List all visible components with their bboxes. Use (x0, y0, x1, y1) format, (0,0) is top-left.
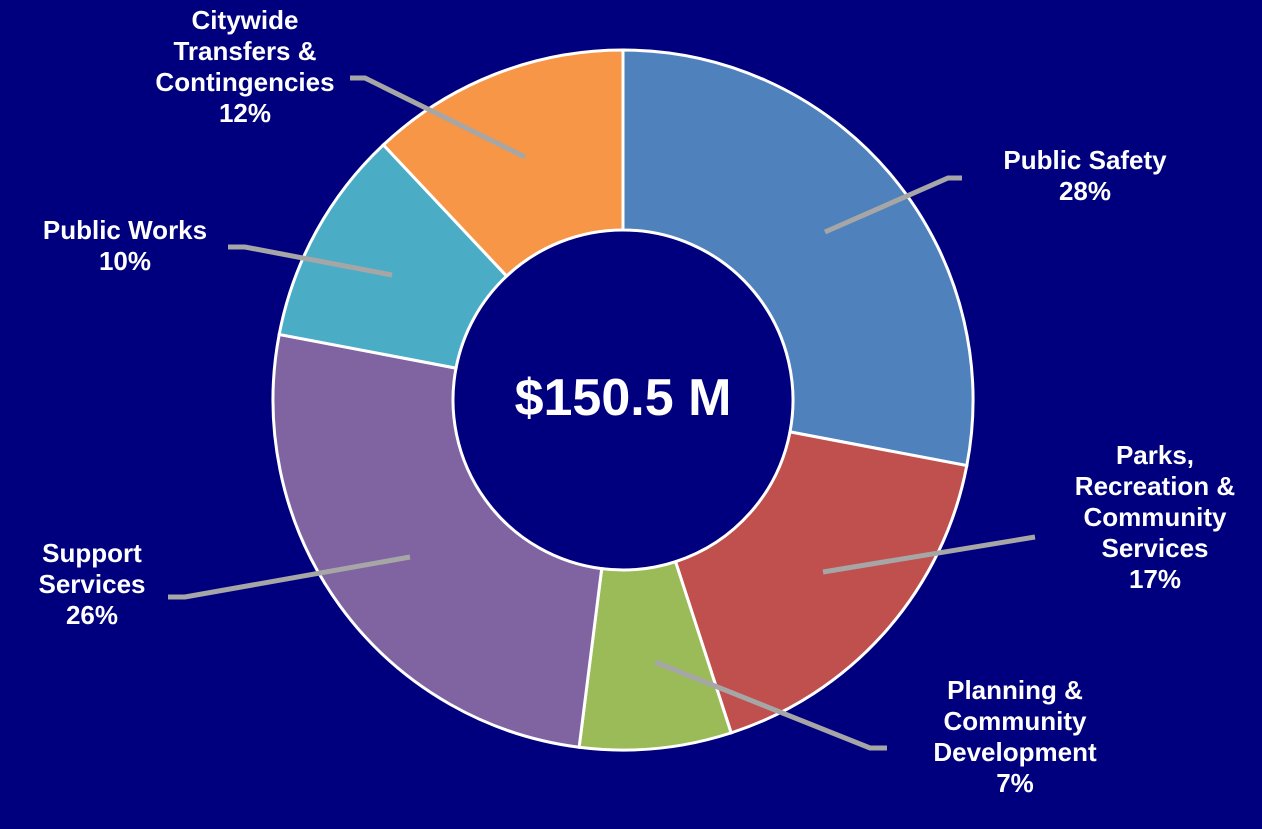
category-label: Public Safety (1003, 145, 1167, 175)
value-label: 28% (1058, 176, 1112, 206)
value-label: 12% (218, 98, 272, 128)
leader-line (654, 659, 887, 751)
category-label: Public Works (42, 215, 208, 245)
donut-slice (271, 332, 604, 749)
leader-line (168, 554, 411, 600)
leader-line (822, 534, 1036, 575)
slice-label: Citywide Transfers & Contingencies 12% (145, 5, 345, 129)
slice-label: Public Works 10% (0, 215, 255, 277)
slice-label: Support Services 26% (17, 538, 167, 631)
donut-slice (621, 48, 975, 468)
category-label: Planning & Community Development (933, 675, 1097, 767)
value-label: 7% (996, 768, 1034, 798)
leader-line (228, 244, 393, 278)
value-label: 26% (65, 600, 119, 630)
value-label: 10% (98, 246, 152, 276)
category-label: Citywide Transfers & Contingencies (155, 5, 335, 97)
slice-label: Planning & Community Development 7% (915, 675, 1115, 799)
donut-slice (673, 430, 969, 735)
donut-slice (277, 142, 509, 370)
center-label: $150.5 M (514, 369, 732, 427)
category-label: Support Services (38, 538, 146, 599)
value-label: 17% (1128, 564, 1182, 594)
category-label: Parks, Recreation & Community Services (1074, 440, 1236, 563)
slice-label: Public Safety 28% (955, 145, 1215, 207)
leader-line (823, 175, 962, 235)
slice-label: Parks, Recreation & Community Services 17… (1055, 440, 1255, 595)
leader-line (350, 75, 527, 160)
donut-slice (381, 48, 625, 279)
